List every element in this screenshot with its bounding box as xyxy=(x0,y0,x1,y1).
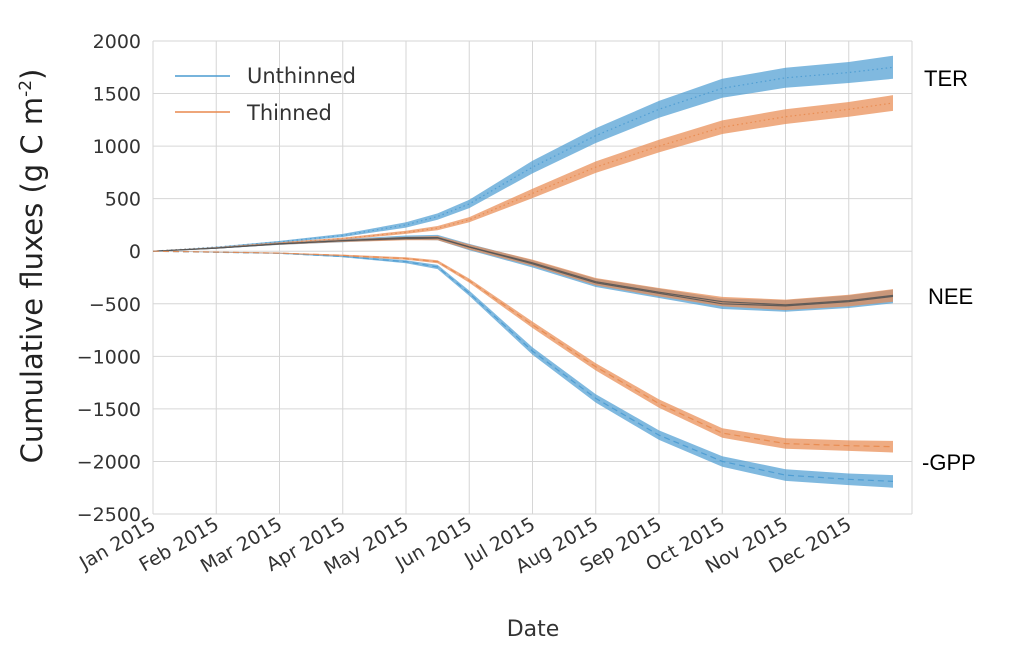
band-thinned-ter xyxy=(153,95,893,252)
y-tick-label-1: 1500 xyxy=(93,84,141,106)
y-axis-label: Cumulative fluxes (g C m-2) xyxy=(15,69,49,464)
y-axis-label-exponent: -2 xyxy=(16,80,36,97)
grid-lines xyxy=(152,40,913,515)
series-lines xyxy=(152,66,894,482)
y-tick-label-9: −2500 xyxy=(77,504,141,526)
legend-label-unthinned: Unthinned xyxy=(247,64,356,88)
band-thinned-nee xyxy=(153,236,893,311)
y-tick-label-0: 2000 xyxy=(93,31,141,53)
y-axis-ticks: 2000 1500 1000 500 0 −500 −1000 −1500 −2000 −2500 xyxy=(77,31,141,526)
band-thinned-gpp xyxy=(153,251,893,453)
line-thinned-nee xyxy=(152,237,894,306)
annotation-nee: NEE xyxy=(928,284,973,309)
y-tick-label-2: 1000 xyxy=(93,136,141,158)
y-tick-label-8: −2000 xyxy=(77,451,141,473)
x-axis-label: Date xyxy=(507,617,560,642)
legend: Unthinned Thinned xyxy=(175,64,356,125)
y-tick-label-4: 0 xyxy=(129,241,141,263)
y-tick-label-7: −1500 xyxy=(77,399,141,421)
line-unthinned-nee xyxy=(152,237,894,307)
legend-label-thinned: Thinned xyxy=(246,101,332,125)
band-unthinned-gpp xyxy=(153,251,893,488)
line-thinned-gpp xyxy=(152,250,894,448)
annotation-gpp: -GPP xyxy=(922,450,976,475)
y-tick-label-5: −500 xyxy=(89,294,141,316)
y-axis-label-close: ) xyxy=(15,69,49,80)
y-tick-label-3: 500 xyxy=(105,189,141,211)
y-axis-label-main: Cumulative fluxes (g C m xyxy=(15,97,49,463)
annotation-ter: TER xyxy=(924,66,968,91)
line-unthinned-ter xyxy=(152,66,894,252)
y-tick-label-6: −1000 xyxy=(77,346,141,368)
